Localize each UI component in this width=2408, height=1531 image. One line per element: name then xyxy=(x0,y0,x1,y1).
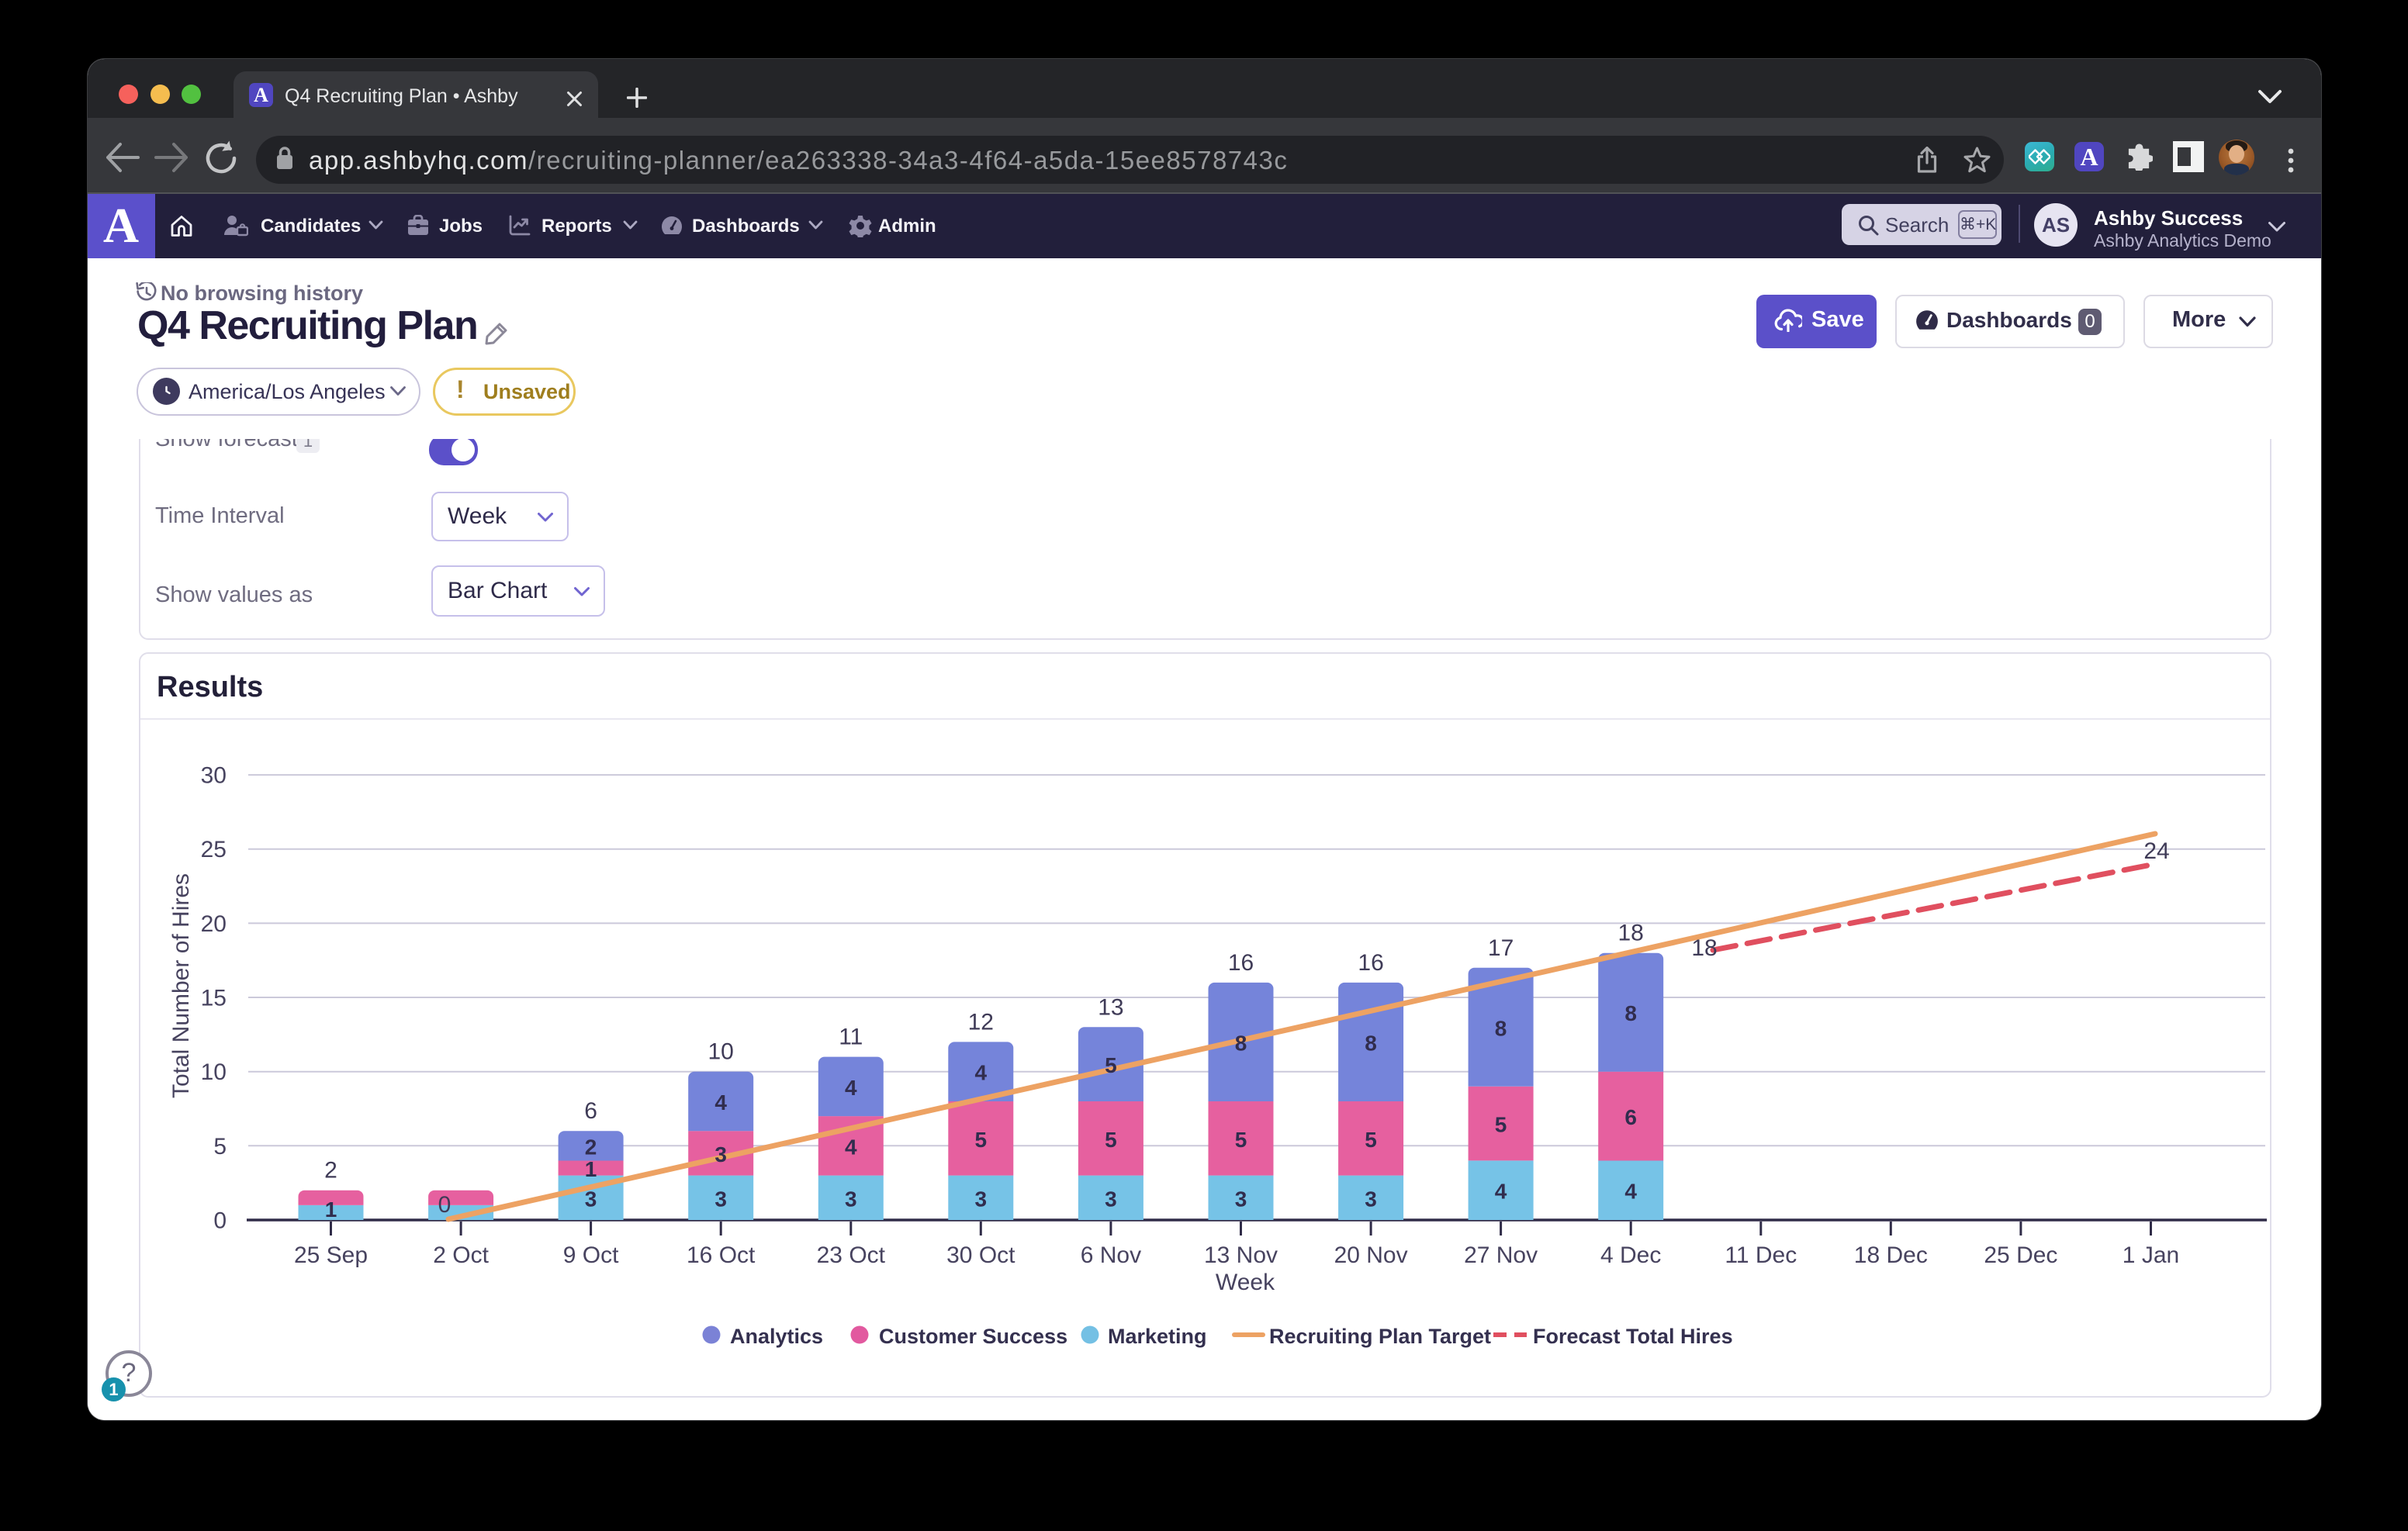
svg-text:2 Oct: 2 Oct xyxy=(433,1242,489,1268)
svg-text:5: 5 xyxy=(1235,1128,1247,1152)
svg-text:17: 17 xyxy=(1488,935,1514,961)
svg-text:4: 4 xyxy=(845,1076,857,1100)
svg-text:12: 12 xyxy=(968,1009,994,1035)
svg-text:18: 18 xyxy=(1691,935,1717,961)
svg-text:3: 3 xyxy=(975,1187,988,1211)
svg-text:25 Sep: 25 Sep xyxy=(294,1242,368,1268)
svg-text:4: 4 xyxy=(1495,1180,1507,1204)
svg-text:5: 5 xyxy=(975,1128,988,1152)
svg-text:Forecast Total Hires: Forecast Total Hires xyxy=(1533,1325,1733,1348)
svg-text:5: 5 xyxy=(1495,1113,1507,1137)
svg-text:1: 1 xyxy=(585,1157,597,1181)
svg-text:Customer Success: Customer Success xyxy=(879,1325,1067,1348)
svg-text:2: 2 xyxy=(324,1158,337,1184)
svg-text:1: 1 xyxy=(325,1197,337,1222)
svg-text:9 Oct: 9 Oct xyxy=(563,1242,619,1268)
svg-text:11: 11 xyxy=(839,1025,863,1050)
svg-text:1 Jan: 1 Jan xyxy=(2123,1242,2179,1268)
svg-text:10: 10 xyxy=(708,1039,734,1065)
svg-text:Marketing: Marketing xyxy=(1108,1325,1207,1348)
svg-text:8: 8 xyxy=(1495,1016,1507,1040)
svg-text:5: 5 xyxy=(1365,1128,1377,1152)
svg-text:16 Oct: 16 Oct xyxy=(687,1242,756,1268)
svg-text:3: 3 xyxy=(585,1187,597,1211)
svg-text:20: 20 xyxy=(201,911,227,937)
svg-text:30: 30 xyxy=(201,763,227,789)
svg-text:16: 16 xyxy=(1228,950,1254,976)
svg-text:3: 3 xyxy=(714,1142,727,1166)
svg-text:8: 8 xyxy=(1365,1031,1377,1055)
svg-text:8: 8 xyxy=(1235,1031,1247,1055)
svg-text:A: A xyxy=(103,198,139,253)
svg-text:25 Dec: 25 Dec xyxy=(1984,1242,2057,1268)
svg-text:5: 5 xyxy=(1105,1053,1117,1077)
svg-text:Recruiting Plan Target: Recruiting Plan Target xyxy=(1269,1325,1491,1348)
svg-text:0: 0 xyxy=(213,1208,227,1234)
svg-text:10: 10 xyxy=(201,1059,227,1085)
svg-text:18: 18 xyxy=(1618,921,1644,946)
svg-text:5: 5 xyxy=(1105,1128,1117,1152)
svg-text:4: 4 xyxy=(1624,1180,1637,1204)
svg-text:4 Dec: 4 Dec xyxy=(1600,1242,1661,1268)
svg-text:0: 0 xyxy=(438,1192,452,1218)
svg-text:23 Oct: 23 Oct xyxy=(817,1242,886,1268)
svg-text:4: 4 xyxy=(714,1090,727,1115)
svg-text:16: 16 xyxy=(1358,950,1383,976)
svg-text:8: 8 xyxy=(1624,1001,1637,1025)
svg-text:15: 15 xyxy=(201,986,227,1011)
svg-text:13 Nov: 13 Nov xyxy=(1204,1242,1278,1268)
svg-text:3: 3 xyxy=(845,1187,857,1211)
svg-text:Total Number of Hires: Total Number of Hires xyxy=(168,873,194,1098)
svg-text:4: 4 xyxy=(975,1061,988,1085)
svg-text:5: 5 xyxy=(213,1134,227,1159)
svg-text:18 Dec: 18 Dec xyxy=(1854,1242,1928,1268)
svg-text:11 Dec: 11 Dec xyxy=(1725,1242,1797,1268)
svg-text:6: 6 xyxy=(584,1098,597,1124)
svg-text:Week: Week xyxy=(1216,1270,1275,1295)
svg-text:2: 2 xyxy=(585,1135,597,1159)
svg-text:3: 3 xyxy=(1235,1187,1247,1211)
svg-text:20 Nov: 20 Nov xyxy=(1334,1242,1408,1268)
svg-text:24: 24 xyxy=(2143,838,2169,864)
svg-text:3: 3 xyxy=(714,1187,727,1211)
svg-text:3: 3 xyxy=(1365,1187,1377,1211)
svg-text:3: 3 xyxy=(1105,1187,1117,1211)
svg-text:6: 6 xyxy=(1624,1105,1637,1129)
svg-text:30 Oct: 30 Oct xyxy=(946,1242,1015,1268)
svg-text:27 Nov: 27 Nov xyxy=(1464,1242,1538,1268)
svg-text:Analytics: Analytics xyxy=(730,1325,823,1348)
svg-text:13: 13 xyxy=(1098,994,1123,1020)
svg-text:4: 4 xyxy=(845,1135,857,1159)
svg-text:25: 25 xyxy=(201,837,227,862)
svg-text:6 Nov: 6 Nov xyxy=(1081,1242,1141,1268)
